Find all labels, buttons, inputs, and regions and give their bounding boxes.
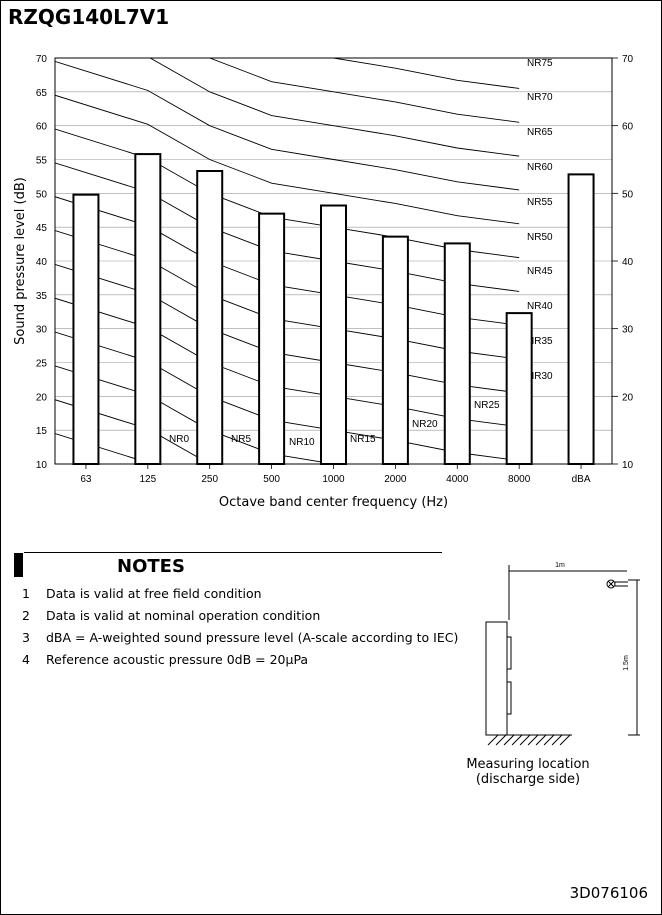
y-tick-label-left: 40 xyxy=(36,257,48,268)
x-tick-label: dBA xyxy=(572,474,591,485)
bar xyxy=(443,242,471,465)
note-item: 4 Reference acoustic pressure 0dB = 20μPa xyxy=(22,652,458,674)
caption-line-2: (discharge side) xyxy=(475,772,581,787)
y-tick-label-right: 20 xyxy=(622,392,634,403)
x-tick-label: 8000 xyxy=(508,474,531,485)
nr-label: NR65 xyxy=(527,127,553,138)
bar xyxy=(381,235,409,465)
bar xyxy=(258,212,286,465)
note-number: 4 xyxy=(22,652,30,667)
y-axis-label: Sound pressure level (dB) xyxy=(13,177,28,345)
nr-label: NR50 xyxy=(527,232,553,243)
y-tick-label-right: 70 xyxy=(622,54,634,65)
notes-list: 1 Data is valid at free field condition 2… xyxy=(22,586,458,674)
y-tick-label-right: 30 xyxy=(622,325,634,336)
note-item: 3 dBA = A-weighted sound pressure level (… xyxy=(22,630,458,652)
y-tick-label-left: 20 xyxy=(36,392,48,403)
x-tick-label: 4000 xyxy=(446,474,469,485)
y-tick-label-left: 10 xyxy=(36,460,48,471)
y-tick-label-left: 55 xyxy=(36,156,48,167)
nr-label: NR25 xyxy=(474,400,500,411)
note-text: Data is valid at free field condition xyxy=(46,586,262,601)
nr-label: NR70 xyxy=(527,92,553,103)
y-tick-label-left: 70 xyxy=(36,54,48,65)
nr-label: NR5 xyxy=(231,434,251,445)
y-tick-label-left: 25 xyxy=(36,359,48,370)
nr-curve xyxy=(330,58,520,89)
y-tick-label-left: 15 xyxy=(36,426,48,437)
y-tick-label-left: 30 xyxy=(36,325,48,336)
y-tick-label-left: 65 xyxy=(36,88,48,99)
bar xyxy=(505,312,533,465)
caption-line-1: Measuring location xyxy=(466,757,590,772)
x-tick-label: 125 xyxy=(139,474,156,485)
note-number: 3 xyxy=(22,630,30,645)
y-tick-label-right: 10 xyxy=(622,460,634,471)
width-label: 1m xyxy=(555,562,565,569)
bar xyxy=(567,173,595,466)
nr-curve xyxy=(55,60,520,191)
height-label: 1.5m xyxy=(623,655,630,671)
nr-label: NR45 xyxy=(527,266,553,277)
y-tick-label-right: 40 xyxy=(622,257,634,268)
note-text: dBA = A-weighted sound pressure level (A… xyxy=(46,630,459,645)
y-tick-label-right: 60 xyxy=(622,122,634,133)
nr-label: NR40 xyxy=(527,301,553,312)
note-number: 1 xyxy=(22,586,30,601)
microphone-icon xyxy=(606,579,628,589)
bar xyxy=(320,204,347,465)
nr-label: NR55 xyxy=(527,197,553,208)
x-tick-label: 1000 xyxy=(322,474,345,485)
nr-label: NR15 xyxy=(350,434,376,445)
notes-title: NOTES xyxy=(117,556,185,577)
note-item: 1 Data is valid at free field condition xyxy=(22,586,458,608)
page-title: RZQG140L7V1 xyxy=(8,5,170,29)
notes-divider xyxy=(24,552,442,553)
nr-label: NR0 xyxy=(169,434,189,445)
nr-label: NR35 xyxy=(527,336,553,347)
y-tick-label-right: 50 xyxy=(622,189,634,200)
nr-label: NR30 xyxy=(527,371,553,382)
y-tick-label-left: 50 xyxy=(36,189,48,200)
nr-curve xyxy=(149,58,520,157)
nr-label: NR75 xyxy=(527,58,553,69)
measuring-location-diagram: 1m 1.5m xyxy=(485,562,640,746)
notes-marker xyxy=(14,553,23,577)
outdoor-unit xyxy=(485,621,508,736)
x-tick-label: 500 xyxy=(263,474,280,485)
nr-curve xyxy=(55,94,520,225)
x-tick-label: 2000 xyxy=(384,474,407,485)
y-tick-label-left: 35 xyxy=(36,291,48,302)
x-axis-label: Octave band center frequency (Hz) xyxy=(219,495,448,510)
y-tick-label-left: 60 xyxy=(36,122,48,133)
x-tick-label: 250 xyxy=(201,474,218,485)
note-text: Reference acoustic pressure 0dB = 20μPa xyxy=(46,652,309,667)
bar xyxy=(196,170,224,465)
nr-curve xyxy=(55,40,519,55)
diagram-caption: Measuring location (discharge side) xyxy=(463,757,593,787)
document-number: 3D076106 xyxy=(569,884,648,902)
nr-label: NR20 xyxy=(412,419,438,430)
bar xyxy=(134,153,162,465)
nr-label: NR10 xyxy=(289,437,315,448)
note-number: 2 xyxy=(22,608,30,623)
sound-chart: NR75 NR70 NR65 NR60 NR55 NR50 NR45 NR40 NR35 NR30… xyxy=(13,40,634,510)
x-tick-label: 63 xyxy=(80,474,92,485)
nr-label: NR60 xyxy=(527,162,553,173)
nr-curve xyxy=(208,58,520,123)
bar xyxy=(72,193,100,465)
note-item: 2 Data is valid at nominal operation cond… xyxy=(22,608,458,630)
note-text: Data is valid at nominal operation condi… xyxy=(46,608,321,623)
y-tick-label-left: 45 xyxy=(36,223,48,234)
ground-hatch xyxy=(487,734,571,746)
